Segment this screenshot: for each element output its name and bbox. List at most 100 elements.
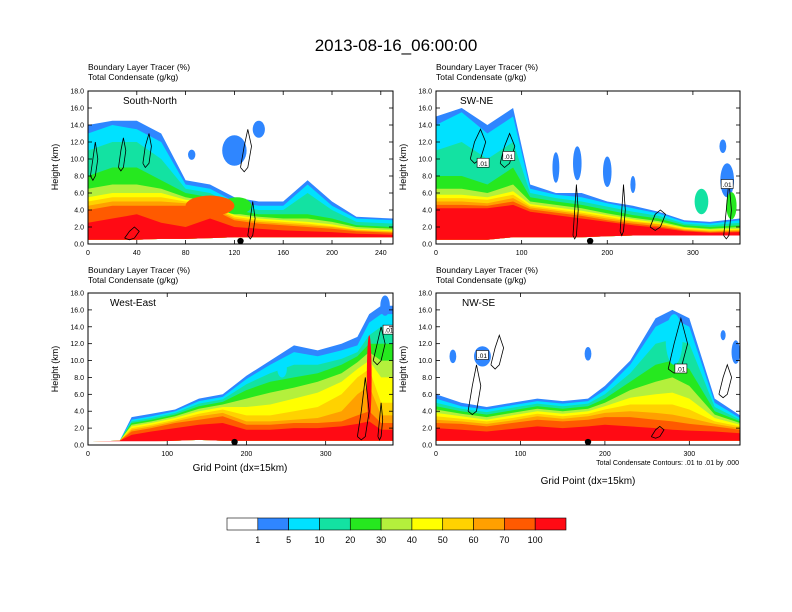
y-tick-label: 8.0 xyxy=(74,375,84,382)
tracer-patch xyxy=(366,335,372,420)
condensate-contour xyxy=(467,364,482,416)
x-tick-label: 120 xyxy=(229,250,241,257)
y-tick-label: 6.0 xyxy=(422,392,432,399)
x-tick-label: 100 xyxy=(161,451,173,458)
condensate-contour xyxy=(649,209,666,231)
colorbar-label: 60 xyxy=(469,535,479,545)
tracer-patch xyxy=(449,349,457,364)
y-tick-label: 12.0 xyxy=(418,140,432,147)
colorbar-swatch xyxy=(411,517,444,531)
condensate-contour xyxy=(90,141,99,182)
y-tick-label: 10.0 xyxy=(70,358,84,365)
colorbar-label: 20 xyxy=(345,535,355,545)
panel-var-line2: Total Condensate (g/kg) xyxy=(436,72,526,82)
y-tick-label: 0.0 xyxy=(422,242,432,249)
colorbar-label: 30 xyxy=(376,535,386,545)
x-tick-label: 300 xyxy=(320,451,332,458)
colorbar-label: 50 xyxy=(438,535,448,545)
colorbar-swatch xyxy=(257,517,289,531)
colorbar-swatch xyxy=(319,517,351,531)
contour-label-box xyxy=(382,324,393,335)
contour-label: .01 xyxy=(385,328,394,335)
x-tick-label: 200 xyxy=(601,250,613,257)
panel-var-line1: Boundary Layer Tracer (%) xyxy=(88,62,190,72)
tracer-patch xyxy=(694,188,709,215)
contour-label-box xyxy=(720,179,734,189)
field-content: .01 .01 xyxy=(436,309,740,445)
y-tick-label: 6.0 xyxy=(422,191,432,198)
y-tick-label: 0.0 xyxy=(422,443,432,450)
y-tick-label: 0.0 xyxy=(74,242,84,249)
y-tick-label: 8.0 xyxy=(74,174,84,181)
tracer-patch xyxy=(222,135,247,166)
y-tick-label: 16.0 xyxy=(418,106,432,113)
condensate-contour xyxy=(469,128,487,164)
x-tick-label: 300 xyxy=(687,250,699,257)
y-tick-label: 4.0 xyxy=(74,208,84,215)
y-tick-label: 4.0 xyxy=(74,409,84,416)
condensate-contour xyxy=(124,226,140,241)
panel-nw-se: Boundary Layer Tracer (%) Total Condensa… xyxy=(398,265,741,487)
tracer-patch xyxy=(252,120,265,138)
y-tick-label: 10.0 xyxy=(418,157,432,164)
y-tick-label: 12.0 xyxy=(70,140,84,147)
contour-label-box xyxy=(502,151,516,161)
colorbar-swatch xyxy=(534,517,567,531)
contour-label: .01 xyxy=(504,154,513,161)
y-tick-label: 8.0 xyxy=(422,174,432,181)
panel-label: South-North xyxy=(123,96,177,107)
y-tick-label: 16.0 xyxy=(70,106,84,113)
tracer-patch xyxy=(380,295,390,316)
condensate-contour xyxy=(240,129,252,173)
location-marker xyxy=(231,438,238,445)
colorbar-swatch xyxy=(226,517,259,531)
tracer-patch xyxy=(277,360,287,378)
panel-west-east: Boundary Layer Tracer (%) Total Condensa… xyxy=(50,265,394,474)
x-axis-label: Grid Point (dx=15km) xyxy=(541,476,636,487)
x-tick-label: 300 xyxy=(683,451,695,458)
x-tick-label: 100 xyxy=(516,250,528,257)
location-marker xyxy=(237,237,244,244)
y-axis-label: Height (km) xyxy=(50,346,60,393)
x-tick-label: 200 xyxy=(326,250,338,257)
x-tick-label: 80 xyxy=(182,250,190,257)
tracer-patch xyxy=(731,340,740,364)
condensate-contour xyxy=(357,377,370,441)
colorbar-swatch xyxy=(349,517,382,531)
panel-var-line1: Boundary Layer Tracer (%) xyxy=(436,265,538,275)
y-tick-label: 14.0 xyxy=(70,123,84,130)
x-tick-label: 0 xyxy=(434,451,438,458)
tracer-patch xyxy=(630,176,636,193)
panel-label: West-East xyxy=(110,298,156,309)
colorbar-swatch xyxy=(380,517,413,531)
condensate-contour xyxy=(499,132,516,169)
condensate-contour xyxy=(118,137,127,172)
condensate-contour xyxy=(372,326,386,366)
y-tick-label: 2.0 xyxy=(74,225,84,232)
y-axis-label: Height (km) xyxy=(398,346,408,393)
colorbar-label: 1 xyxy=(255,535,260,545)
plot-frame xyxy=(435,292,741,446)
tracer-patch xyxy=(188,149,196,160)
plot-area-west-east: .01 0.0 2.0 4.0 6.0 8.0 10.0 12.0 14.0 16.0 18.0 0 1… xyxy=(70,291,394,458)
panel-south-north: Boundary Layer Tracer (%) Total Condensa… xyxy=(50,62,394,257)
colorbar: 1 5 10 20 30 40 50 60 70 100 xyxy=(226,517,567,545)
x-tick-label: 240 xyxy=(375,250,387,257)
panel-var-line2: Total Condensate (g/kg) xyxy=(88,72,178,82)
x-tick-label: 0 xyxy=(86,250,90,257)
y-axis-label: Height (km) xyxy=(398,144,408,191)
x-tick-label: 200 xyxy=(599,451,611,458)
y-tick-label: 18.0 xyxy=(70,89,84,96)
panel-var-line2: Total Condensate (g/kg) xyxy=(88,275,178,285)
contour-label: .01 xyxy=(479,161,488,168)
y-axis-label: Height (km) xyxy=(50,144,60,191)
contour-label-box xyxy=(476,157,490,168)
tracer-band-100 xyxy=(88,421,393,444)
plot-frame xyxy=(435,90,741,245)
x-tick-label: 0 xyxy=(434,250,438,257)
location-marker xyxy=(584,438,592,445)
colorbar-label: 100 xyxy=(528,535,543,545)
tracer-band-100 xyxy=(436,424,740,441)
y-tick-label: 12.0 xyxy=(418,341,432,348)
